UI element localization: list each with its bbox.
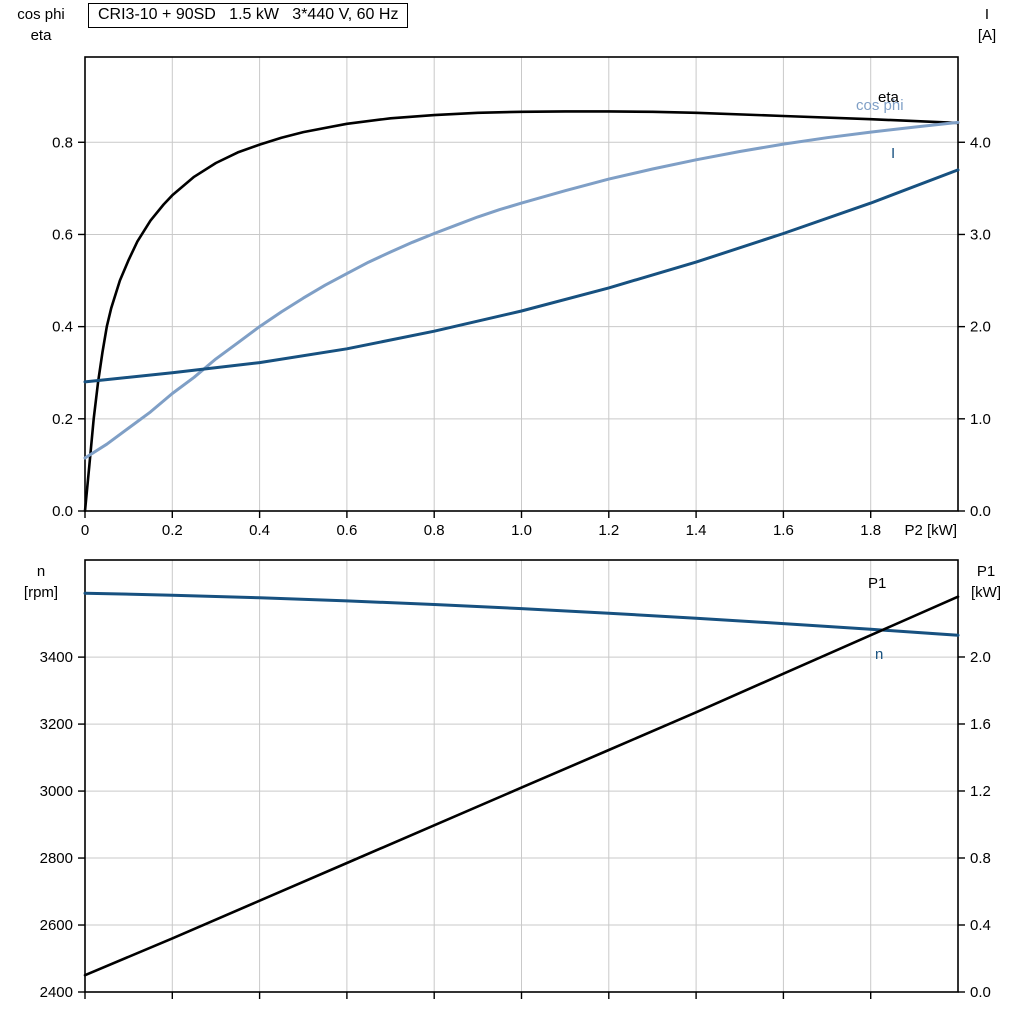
svg-text:0.2: 0.2 [162, 522, 183, 539]
bottom-right-axis-header: P1 [kW] [952, 561, 1020, 603]
bottom-left-axis-label-line2: [rpm] [23, 584, 59, 601]
svg-text:1.8: 1.8 [860, 522, 881, 539]
svg-text:3400: 3400 [40, 649, 73, 666]
svg-text:2400: 2400 [40, 984, 73, 1001]
svg-text:0.2: 0.2 [52, 411, 73, 428]
svg-text:0.8: 0.8 [52, 134, 73, 151]
svg-text:0.6: 0.6 [52, 226, 73, 243]
top-right-axis-header: I [A] [956, 4, 1018, 46]
svg-text:0.0: 0.0 [970, 984, 991, 1001]
bottom-right-axis-label-line1: P1 [976, 563, 996, 580]
svg-text:0.8: 0.8 [970, 850, 991, 867]
p1-curve-label: P1 [868, 575, 887, 592]
svg-text:2800: 2800 [40, 850, 73, 867]
svg-text:0.0: 0.0 [970, 503, 991, 520]
top-left-axis-label-line1: cos phi [17, 6, 65, 23]
svg-text:0.0: 0.0 [52, 503, 73, 520]
svg-text:3000: 3000 [40, 783, 73, 800]
svg-text:0.4: 0.4 [249, 522, 270, 539]
svg-text:1.4: 1.4 [686, 522, 707, 539]
svg-text:1.6: 1.6 [970, 716, 991, 733]
top-left-axis-header: cos phi eta [4, 4, 78, 46]
cos-phi-curve-label: cos phi [856, 97, 904, 114]
svg-text:1.0: 1.0 [970, 411, 991, 428]
bottom-right-axis-label-line2: [kW] [971, 584, 1001, 601]
svg-text:2.0: 2.0 [970, 319, 991, 336]
svg-text:0: 0 [81, 522, 89, 539]
svg-text:2600: 2600 [40, 917, 73, 934]
svg-text:1.2: 1.2 [598, 522, 619, 539]
n-curve-label: n [875, 646, 884, 663]
svg-text:0.6: 0.6 [336, 522, 357, 539]
svg-text:1.2: 1.2 [970, 783, 991, 800]
svg-text:3200: 3200 [40, 716, 73, 733]
svg-text:0.4: 0.4 [970, 917, 991, 934]
svg-text:1.6: 1.6 [773, 522, 794, 539]
bottom-left-axis-label-line1: n [36, 563, 46, 580]
svg-text:1.0: 1.0 [511, 522, 532, 539]
svg-text:3.0: 3.0 [970, 226, 991, 243]
svg-text:P2 [kW]: P2 [kW] [904, 522, 957, 539]
svg-text:0.4: 0.4 [52, 319, 73, 336]
current-curve-label: I [891, 145, 896, 162]
top-right-axis-label-line2: [A] [977, 27, 997, 44]
svg-text:0.8: 0.8 [424, 522, 445, 539]
bottom-left-axis-header: n [rpm] [4, 561, 78, 603]
eta-curve-label: eta [878, 89, 899, 106]
top-left-axis-label-line2: eta [30, 27, 52, 44]
top-right-axis-label-line1: I [984, 6, 990, 23]
svg-text:2.0: 2.0 [970, 649, 991, 666]
svg-text:4.0: 4.0 [970, 134, 991, 151]
chart-title-box: CRI3-10 + 90SD 1.5 kW 3*440 V, 60 Hz [88, 3, 409, 28]
